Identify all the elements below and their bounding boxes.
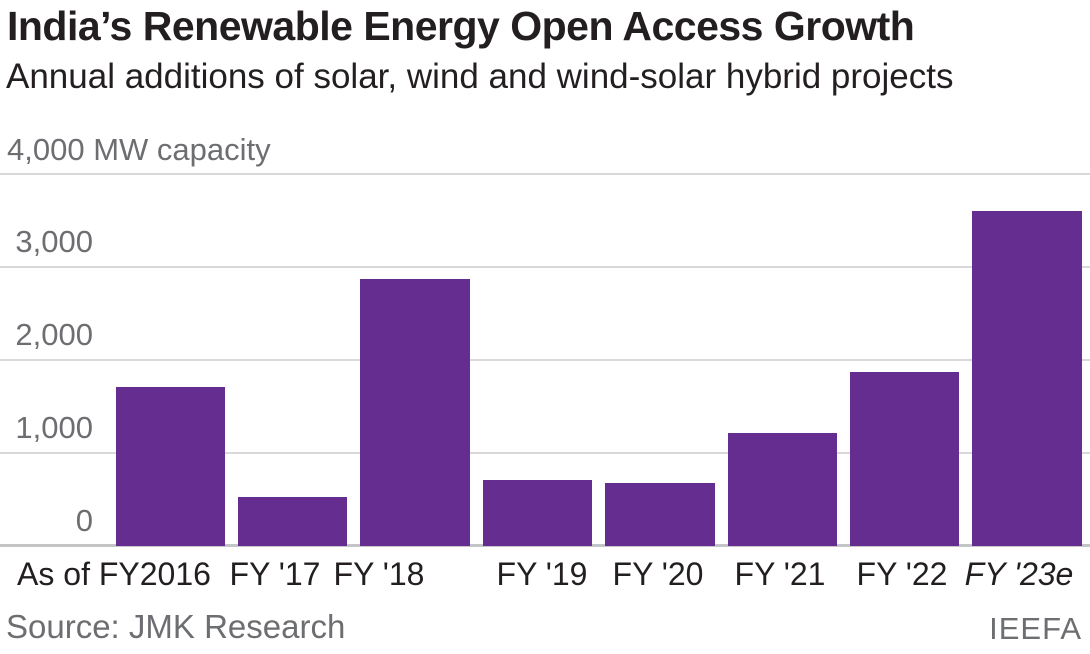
y-tick-label-3000: 3,000 xyxy=(15,223,93,259)
gridline-2000 xyxy=(0,358,1090,361)
y-tick-label-1000: 1,000 xyxy=(15,409,93,445)
bar-fy-22 xyxy=(849,372,960,546)
gridline-4000 xyxy=(0,173,1090,175)
x-tick-label-fy-21: FY '21 xyxy=(734,556,826,592)
bar-fy-21 xyxy=(727,432,838,546)
bar-as-of-fy2016 xyxy=(115,387,226,546)
chart-subtitle: Annual additions of solar, wind and wind… xyxy=(6,57,954,96)
x-tick-label-fy-19: FY '19 xyxy=(496,556,588,592)
bar-fy-19 xyxy=(482,480,593,546)
gridline-1000 xyxy=(0,451,1090,454)
chart-title: India’s Renewable Energy Open Access Gro… xyxy=(7,3,915,49)
bar-fy-23e xyxy=(972,210,1082,546)
x-tick-label-fy-17: FY '17 xyxy=(229,556,321,592)
x-tick-label-as-of-fy2016: As of FY2016 xyxy=(17,556,211,592)
gridline-3000 xyxy=(0,265,1090,268)
y-tick-label-0: 0 xyxy=(75,502,93,538)
y-tick-label-2000: 2,000 xyxy=(15,316,93,352)
x-tick-label-fy-22: FY '22 xyxy=(856,556,948,592)
x-tick-label-fy-23e: FY '23e xyxy=(964,556,1074,592)
bar-fy-18 xyxy=(360,279,470,546)
bar-fy-17 xyxy=(237,497,348,546)
x-tick-label-fy-18: FY '18 xyxy=(333,556,425,592)
y-axis-unit-label: 4,000 MW capacity xyxy=(7,132,271,167)
source-note: Source: JMK Research xyxy=(6,608,346,645)
bar-fy-20 xyxy=(605,482,715,546)
x-tick-label-fy-20: FY '20 xyxy=(612,556,704,592)
publisher-credit: IEEFA xyxy=(989,611,1082,646)
